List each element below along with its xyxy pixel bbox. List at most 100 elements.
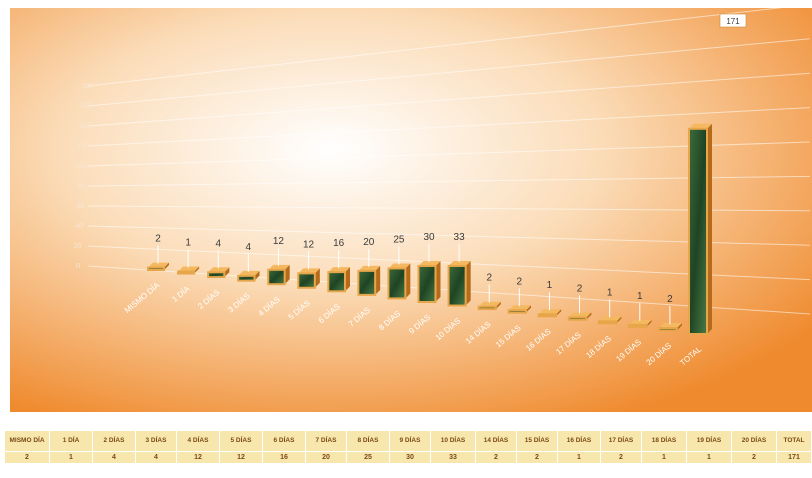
bar-side xyxy=(224,267,230,278)
table-header-cell: 2 DÍAS xyxy=(92,430,136,452)
bar xyxy=(507,309,527,314)
table-value-cell: 16 xyxy=(262,451,306,464)
data-label: 1 xyxy=(637,291,643,302)
bar xyxy=(177,270,196,275)
y-tick-label: 140 xyxy=(79,123,91,130)
bar-side xyxy=(405,263,411,299)
bar-side xyxy=(586,312,592,320)
y-tick-label: 20 xyxy=(74,243,82,250)
y-tick-label: 160 xyxy=(80,103,92,110)
data-table: MISMO DÍA 1 DÍA 2 DÍAS 3 DÍAS 4 DÍAS 5 DÍAS 6 … xyxy=(4,430,812,464)
bar xyxy=(567,316,588,321)
bar xyxy=(417,265,437,303)
y-tick-label: 60 xyxy=(77,203,85,210)
table-value-cell: 2 xyxy=(731,451,777,464)
bar xyxy=(627,323,648,328)
table-header-cell: 4 DÍAS xyxy=(176,430,220,452)
y-tick-label: 80 xyxy=(78,183,86,190)
table-header-cell: 18 DÍAS xyxy=(641,430,687,452)
bar-top xyxy=(388,263,411,269)
bar-top xyxy=(328,267,350,273)
table-value-cell: 12 xyxy=(176,451,220,464)
bar-side xyxy=(495,301,501,310)
table-value-cell: 4 xyxy=(135,451,177,464)
bar-side xyxy=(435,261,441,302)
table-header-cell: 3 DÍAS xyxy=(135,430,177,452)
bar-side xyxy=(676,323,682,331)
table-header-cell: 7 DÍAS xyxy=(305,430,347,452)
grid-line xyxy=(87,8,783,87)
table-header-cell: MISMO DÍA xyxy=(4,430,50,452)
bar-side xyxy=(556,309,562,317)
table-value-cell: 25 xyxy=(346,451,390,464)
bar xyxy=(207,271,226,279)
bar-top xyxy=(178,266,200,272)
bar-side xyxy=(375,265,381,295)
bar-side xyxy=(194,266,200,274)
bar-top xyxy=(268,264,290,270)
bar-top xyxy=(148,262,169,268)
bar-side xyxy=(616,316,622,324)
data-label: 25 xyxy=(393,234,405,245)
bar-top xyxy=(418,261,441,266)
bar-side xyxy=(284,264,290,285)
y-tick-label: 0 xyxy=(76,263,80,270)
bar xyxy=(237,274,256,282)
data-label: 1 xyxy=(547,280,553,291)
data-label: 4 xyxy=(246,242,252,253)
data-label: 2 xyxy=(486,273,492,284)
table-header-cell: 8 DÍAS xyxy=(346,430,390,452)
table-header-cell: 14 DÍAS xyxy=(475,430,517,452)
data-label: 12 xyxy=(303,239,315,250)
bar-side xyxy=(254,270,260,281)
y-tick-label: 180 xyxy=(82,83,94,90)
bar-top xyxy=(658,323,682,329)
bar xyxy=(597,320,618,325)
table-value-row: 2 1 4 4 12 12 16 20 25 30 33 2 2 1 2 1 1 2 171 xyxy=(4,451,812,464)
grid-line xyxy=(87,107,811,147)
bar-layer xyxy=(147,123,712,335)
data-label: 2 xyxy=(577,283,583,294)
bar-side xyxy=(707,123,712,334)
data-label: 171 xyxy=(726,17,740,26)
table-header-cell: 5 DÍAS xyxy=(219,430,263,452)
bar-top xyxy=(568,312,592,318)
bar xyxy=(267,268,286,286)
grid-line xyxy=(87,38,811,107)
data-label: 4 xyxy=(215,238,221,249)
y-tick-label: 40 xyxy=(75,223,83,230)
data-label: 12 xyxy=(273,236,285,247)
bar-side xyxy=(164,262,169,270)
bar-side xyxy=(345,267,350,292)
table-value-cell: 1 xyxy=(686,451,732,464)
bar xyxy=(657,327,678,332)
chart-area: 0 20 40 60 80 100 120 140 160 180 2 MISMO DÍA 1 1 DÍ… xyxy=(10,8,812,412)
data-label: 30 xyxy=(423,232,435,243)
bar xyxy=(477,305,497,311)
table-value-cell: 33 xyxy=(430,451,476,464)
table-value-cell: 20 xyxy=(305,451,347,464)
table-value-cell: 1 xyxy=(49,451,93,464)
bar-top xyxy=(208,267,230,273)
table-value-cell: 1 xyxy=(641,451,687,464)
total-label-box xyxy=(719,13,747,28)
data-label: 2 xyxy=(155,234,161,245)
table-value-cell: 1 xyxy=(557,451,601,464)
bar-top xyxy=(478,301,501,307)
table-value-cell: 12 xyxy=(219,451,263,464)
bar xyxy=(447,264,467,307)
table-value-cell: 4 xyxy=(92,451,136,464)
table-value-cell: 2 xyxy=(516,451,558,464)
bar xyxy=(327,271,347,293)
bar-side xyxy=(314,268,320,288)
table-value-cell: 171 xyxy=(776,451,812,464)
table-header-cell: 15 DÍAS xyxy=(516,430,558,452)
bar-top xyxy=(448,260,471,266)
table-value-cell: 2 xyxy=(475,451,517,464)
table-header-cell: 6 DÍAS xyxy=(262,430,306,452)
bar-top xyxy=(598,316,622,322)
table-header-cell: 16 DÍAS xyxy=(557,430,601,452)
bar-side xyxy=(646,319,652,327)
bar xyxy=(297,272,316,289)
data-label: 2 xyxy=(667,294,673,305)
